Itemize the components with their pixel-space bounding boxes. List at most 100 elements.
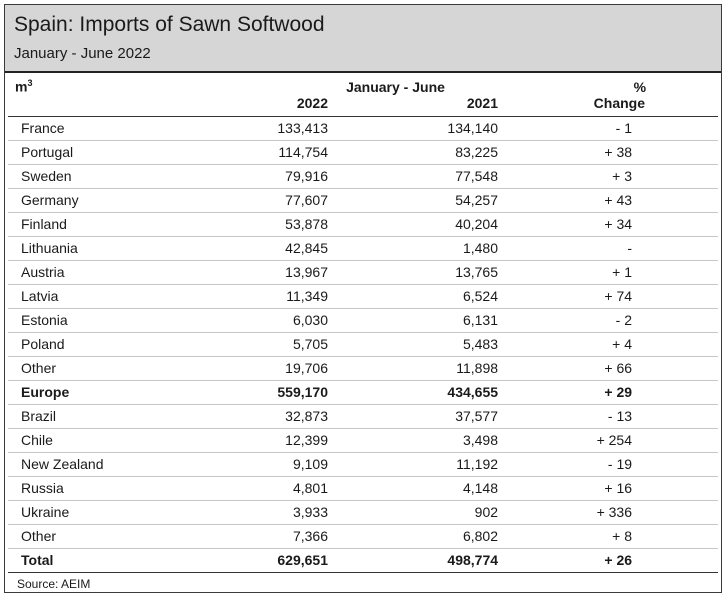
country-cell: France <box>8 116 223 141</box>
change-cell: + 4 <box>498 332 719 357</box>
value-2021-cell: 6,131 <box>328 308 499 333</box>
country-cell: Brazil <box>8 404 223 429</box>
table-row: Germany 77,607 54,257 + 43 <box>8 188 719 213</box>
country-cell: New Zealand <box>8 452 223 477</box>
value-2022-cell: 12,399 <box>223 428 328 453</box>
table-row: Brazil 32,873 37,577- 13 <box>8 404 719 429</box>
value-2021-cell: 902 <box>328 500 499 525</box>
page-title: Spain: Imports of Sawn Softwood <box>14 13 325 36</box>
change-cell: - 19 <box>498 452 719 477</box>
value-2021-cell: 77,548 <box>328 164 499 189</box>
value-2022-cell: 9,109 <box>223 452 328 477</box>
value-2022-cell: 79,916 <box>223 164 328 189</box>
imports-table: m3 January - June % 2022 2021 Change Fra… <box>8 73 719 573</box>
country-cell: Sweden <box>8 164 223 189</box>
country-cell: Latvia <box>8 284 223 309</box>
table-row: Latvia 11,349 6,524 + 74 <box>8 284 719 309</box>
country-cell: Ukraine <box>8 500 223 525</box>
value-2021-cell: 6,524 <box>328 284 499 309</box>
change-cell: + 336 <box>498 500 719 525</box>
value-2022-cell: 53,878 <box>223 212 328 237</box>
value-2021-cell: 13,765 <box>328 260 499 285</box>
table-row: New Zealand 9,109 11,192- 19 <box>8 452 719 477</box>
change-cell: + 1 <box>498 260 719 285</box>
change-cell: + 29 <box>498 380 719 405</box>
value-2022-cell: 114,754 <box>223 140 328 165</box>
value-2022-cell: 559,170 <box>223 380 328 405</box>
col-header-2022: 2022 <box>223 95 328 117</box>
country-cell: Other <box>8 356 223 381</box>
change-cell: + 16 <box>498 476 719 501</box>
country-cell: Germany <box>8 188 223 213</box>
table-row: Finland 53,878 40,204 + 34 <box>8 212 719 237</box>
value-2021-cell: 1,480 <box>328 236 499 261</box>
change-cell: - 1 <box>498 116 719 141</box>
unit-label: m3 <box>15 78 33 95</box>
table-row: Sweden 79,916 77,548 + 3 <box>8 164 719 189</box>
table-card: Spain: Imports of Sawn Softwood January … <box>4 4 722 593</box>
change-cell: + 43 <box>498 188 719 213</box>
value-2022-cell: 133,413 <box>223 116 328 141</box>
change-cell: + 34 <box>498 212 719 237</box>
table-row: Total 629,651 498,774 + 26 <box>8 548 719 573</box>
table-row: Europe 559,170 434,655 + 29 <box>8 380 719 405</box>
table-row: France 133,413 134,140- 1 <box>8 116 719 141</box>
table-row: Ukraine 3,933 902 + 336 <box>8 500 719 525</box>
country-cell: Estonia <box>8 308 223 333</box>
country-cell: Chile <box>8 428 223 453</box>
value-2021-cell: 3,498 <box>328 428 499 453</box>
change-cell: + 254 <box>498 428 719 453</box>
country-cell: Poland <box>8 332 223 357</box>
table-row: Lithuania 42,845 1,480- <box>8 236 719 261</box>
table-row: Portugal 114,754 83,225 + 38 <box>8 140 719 165</box>
value-2022-cell: 629,651 <box>223 548 328 573</box>
table-body: France 133,413 134,140- 1 Portugal 114,754 83… <box>8 116 719 573</box>
value-2021-cell: 11,898 <box>328 356 499 381</box>
change-cell: + 26 <box>498 548 719 573</box>
value-2021-cell: 134,140 <box>328 116 499 141</box>
change-cell: - <box>498 236 719 261</box>
value-2021-cell: 5,483 <box>328 332 499 357</box>
table-row: Poland 5,705 5,483 + 4 <box>8 332 719 357</box>
pct-label: % <box>633 79 647 95</box>
country-cell: Finland <box>8 212 223 237</box>
source-note: Source: AEIM <box>17 577 91 591</box>
value-2022-cell: 4,801 <box>223 476 328 501</box>
value-2021-cell: 54,257 <box>328 188 499 213</box>
table-row: Other 19,706 11,898 + 66 <box>8 356 719 381</box>
value-2021-cell: 434,655 <box>328 380 499 405</box>
col-header-change: Change <box>498 95 719 117</box>
header-row-2: 2022 2021 Change <box>8 95 719 117</box>
table-row: Other 7,366 6,802 + 8 <box>8 524 719 549</box>
table-row: Chile 12,399 3,498 + 254 <box>8 428 719 453</box>
country-cell: Lithuania <box>8 236 223 261</box>
change-cell: + 38 <box>498 140 719 165</box>
value-2022-cell: 7,366 <box>223 524 328 549</box>
period-label: January - June <box>346 79 445 95</box>
country-cell: Portugal <box>8 140 223 165</box>
value-2021-cell: 83,225 <box>328 140 499 165</box>
value-2022-cell: 77,607 <box>223 188 328 213</box>
change-cell: + 74 <box>498 284 719 309</box>
country-cell: Russia <box>8 476 223 501</box>
value-2021-cell: 40,204 <box>328 212 499 237</box>
value-2022-cell: 3,933 <box>223 500 328 525</box>
value-2022-cell: 5,705 <box>223 332 328 357</box>
value-2021-cell: 498,774 <box>328 548 499 573</box>
country-cell: Other <box>8 524 223 549</box>
value-2022-cell: 6,030 <box>223 308 328 333</box>
change-cell: - 2 <box>498 308 719 333</box>
value-2022-cell: 32,873 <box>223 404 328 429</box>
table-row: Estonia 6,030 6,131- 2 <box>8 308 719 333</box>
change-cell: - 13 <box>498 404 719 429</box>
country-cell: Total <box>8 548 223 573</box>
value-2022-cell: 19,706 <box>223 356 328 381</box>
value-2022-cell: 13,967 <box>223 260 328 285</box>
header-row-1: m3 January - June % <box>8 73 718 95</box>
page-subtitle: January - June 2022 <box>14 45 151 62</box>
value-2022-cell: 11,349 <box>223 284 328 309</box>
table-row: Austria 13,967 13,765 + 1 <box>8 260 719 285</box>
table-row: Russia 4,801 4,148 + 16 <box>8 476 719 501</box>
change-cell: + 8 <box>498 524 719 549</box>
country-cell: Europe <box>8 380 223 405</box>
